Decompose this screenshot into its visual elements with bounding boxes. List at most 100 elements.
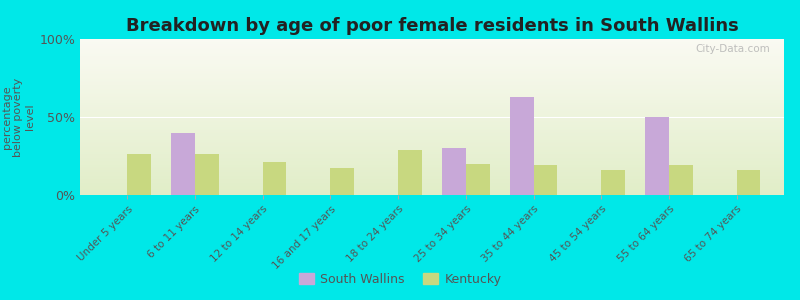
Bar	[80, 71, 784, 72]
Bar	[80, 59, 784, 60]
Bar	[398, 150, 422, 195]
Bar	[80, 53, 784, 54]
Bar	[80, 49, 784, 50]
Bar	[80, 191, 784, 192]
Bar	[80, 157, 784, 158]
Bar	[80, 58, 784, 59]
Bar	[80, 175, 784, 176]
Bar	[80, 177, 784, 178]
Bar	[80, 47, 784, 48]
Bar	[80, 127, 784, 128]
Bar	[80, 119, 784, 120]
Bar	[80, 161, 784, 162]
Bar	[80, 148, 784, 149]
Bar	[80, 149, 784, 150]
Bar	[80, 166, 784, 167]
Bar	[80, 151, 784, 152]
Bar	[80, 144, 784, 145]
Bar	[80, 133, 784, 134]
Bar	[80, 126, 784, 127]
Bar	[80, 111, 784, 112]
Bar	[80, 104, 784, 105]
Bar	[127, 154, 151, 195]
Bar	[80, 120, 784, 121]
Bar	[80, 186, 784, 187]
Bar	[80, 55, 784, 56]
Bar	[80, 91, 784, 92]
Bar	[80, 137, 784, 138]
Bar	[80, 68, 784, 69]
Bar	[80, 85, 784, 86]
Bar	[80, 95, 784, 96]
Bar	[80, 129, 784, 130]
Bar	[80, 67, 784, 68]
Bar	[442, 148, 466, 195]
Bar	[737, 170, 760, 195]
Bar	[80, 122, 784, 123]
Y-axis label: percentage
below poverty
level: percentage below poverty level	[2, 77, 35, 157]
Bar	[80, 180, 784, 181]
Bar	[80, 141, 784, 142]
Bar	[80, 73, 784, 74]
Bar	[80, 165, 784, 166]
Bar	[80, 100, 784, 101]
Bar	[466, 164, 490, 195]
Bar	[80, 176, 784, 177]
Bar	[80, 107, 784, 108]
Bar	[80, 93, 784, 94]
Bar	[80, 109, 784, 110]
Bar	[80, 87, 784, 88]
Bar	[80, 69, 784, 70]
Bar	[80, 138, 784, 139]
Bar	[80, 57, 784, 58]
Bar	[80, 162, 784, 163]
Bar	[80, 50, 784, 51]
Bar	[80, 51, 784, 52]
Bar	[80, 187, 784, 188]
Bar	[80, 135, 784, 136]
Bar	[80, 56, 784, 57]
Bar	[80, 158, 784, 159]
Bar	[80, 167, 784, 168]
Bar	[80, 65, 784, 66]
Bar	[80, 156, 784, 157]
Bar	[80, 96, 784, 97]
Bar	[80, 83, 784, 84]
Bar	[80, 173, 784, 174]
Bar	[80, 54, 784, 55]
Bar	[80, 40, 784, 41]
Bar	[80, 147, 784, 148]
Bar	[80, 97, 784, 98]
Bar	[80, 70, 784, 71]
Bar	[80, 192, 784, 193]
Text: City-Data.com: City-Data.com	[695, 44, 770, 54]
Bar	[80, 152, 784, 153]
Bar	[80, 42, 784, 43]
Bar	[80, 112, 784, 113]
Bar	[80, 76, 784, 77]
Bar	[171, 133, 195, 195]
Bar	[80, 117, 784, 118]
Bar	[262, 162, 286, 195]
Bar	[80, 99, 784, 100]
Bar	[80, 82, 784, 83]
Bar	[80, 163, 784, 164]
Bar	[80, 64, 784, 65]
Bar	[80, 170, 784, 171]
Bar	[80, 114, 784, 115]
Bar	[80, 178, 784, 179]
Bar	[80, 155, 784, 156]
Bar	[80, 131, 784, 132]
Bar	[80, 189, 784, 190]
Bar	[80, 86, 784, 87]
Bar	[80, 103, 784, 104]
Bar	[80, 124, 784, 125]
Bar	[80, 41, 784, 42]
Bar	[80, 110, 784, 111]
Bar	[80, 121, 784, 122]
Bar	[510, 97, 534, 195]
Bar	[80, 52, 784, 53]
Title: Breakdown by age of poor female residents in South Wallins: Breakdown by age of poor female resident…	[126, 17, 738, 35]
Bar	[80, 74, 784, 75]
Bar	[80, 78, 784, 79]
